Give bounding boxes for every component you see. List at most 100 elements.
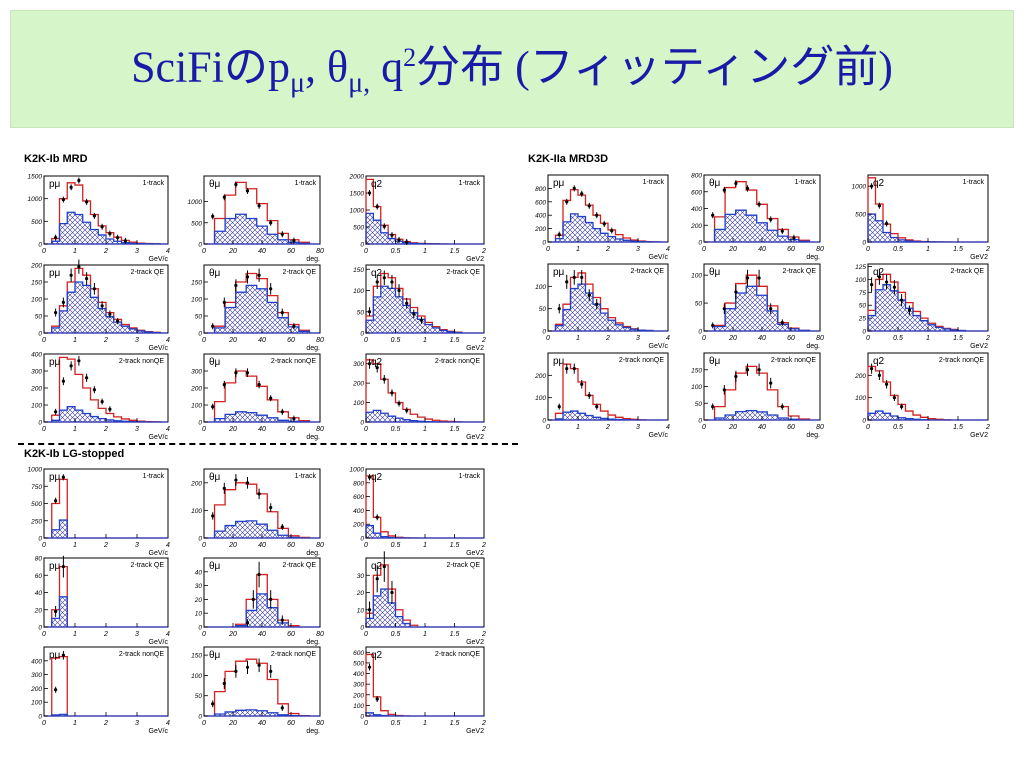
histogram-panel: 0 20 40 60 80 0 500 1000 deg. θμ 1-track xyxy=(188,175,324,263)
data-point xyxy=(757,276,761,280)
data-point xyxy=(900,405,904,409)
data-point xyxy=(877,275,882,279)
y-tick-label: 100 xyxy=(31,403,42,410)
x-tick-label: 2 xyxy=(103,426,108,433)
y-tick-label: 100 xyxy=(691,273,702,280)
data-point xyxy=(734,181,738,185)
y-tick-label: 300 xyxy=(191,369,202,376)
sample-tag: 2-track QE xyxy=(447,269,481,276)
x-tick-label: 40 xyxy=(258,426,266,433)
y-tick-label: 500 xyxy=(191,220,202,227)
y-tick-label: 125 xyxy=(855,264,866,271)
x-axis-label: GeV/c xyxy=(149,256,169,263)
data-point xyxy=(375,205,379,209)
data-point xyxy=(269,506,273,510)
x-tick-label: 60 xyxy=(287,720,295,727)
x-tick-label: 4 xyxy=(166,248,170,255)
x-tick-label: 0 xyxy=(42,248,46,255)
data-point xyxy=(610,229,614,233)
plot-frame xyxy=(43,646,169,717)
y-tick-label: 50 xyxy=(357,309,365,316)
y-tick-label: 0 xyxy=(198,331,202,338)
x-tick-label: 2 xyxy=(605,424,610,431)
histogram-panel: 0 20 40 60 80 0 50 100 150 deg. θμ 2-track QE xyxy=(191,264,324,352)
sample-tag: 1-track xyxy=(643,179,665,186)
sample-tag: 2-track QE xyxy=(951,268,985,275)
data-point xyxy=(565,200,569,204)
y-tick-label: 10 xyxy=(357,607,365,614)
data-point xyxy=(251,597,255,602)
x-axis-label: GeV/c xyxy=(149,345,169,352)
x-tick-label: 60 xyxy=(287,337,295,344)
y-tick-label: 60 xyxy=(35,573,43,580)
y-tick-label: 75 xyxy=(859,290,867,297)
x-tick-label: 0 xyxy=(866,246,870,253)
mc-qe-histogram xyxy=(365,588,484,628)
x-tick-label: 0 xyxy=(364,720,368,727)
x-tick-label: 80 xyxy=(816,246,824,253)
data-point xyxy=(222,681,226,686)
y-tick-label: 100 xyxy=(855,395,866,402)
data-point xyxy=(595,213,599,217)
sample-tag: 1-track xyxy=(295,180,317,187)
x-tick-label: 0 xyxy=(202,542,206,549)
y-tick-label: 0 xyxy=(542,329,546,336)
x-tick-label: 0 xyxy=(202,426,206,433)
x-tick-label: 1.5 xyxy=(450,248,460,255)
histogram-panel: 0 1 2 3 4 0 50 100 GeV/c pμ 2-track QE xyxy=(535,263,670,350)
x-tick-label: 2 xyxy=(481,631,486,638)
y-tick-label: 400 xyxy=(353,508,364,515)
data-point xyxy=(61,197,65,202)
histogram-panel: 0 0.5 1 1.5 2 0 500 1000 GeV2 q2 1-track xyxy=(852,174,990,261)
data-point xyxy=(116,236,120,240)
x-axis-label: GeV2 xyxy=(466,728,484,735)
histogram-panel: 0 0.5 1 1.5 2 0 50 100 150 GeV2 q2 2-track QE xyxy=(353,264,486,352)
y-tick-label: 150 xyxy=(353,267,364,274)
y-tick-label: 0 xyxy=(198,242,202,249)
y-tick-label: 200 xyxy=(30,686,42,693)
data-point xyxy=(382,565,386,569)
mc-total-histogram xyxy=(204,370,320,423)
x-tick-label: 0 xyxy=(364,426,368,433)
x-tick-label: 1 xyxy=(73,542,77,549)
y-tick-label: 1000 xyxy=(350,467,365,474)
y-tick-label: 0 xyxy=(38,625,42,632)
y-tick-label: 1500 xyxy=(28,174,43,181)
data-point xyxy=(572,275,576,279)
x-axis-label: deg. xyxy=(306,728,320,735)
mc-qe-histogram xyxy=(867,283,988,332)
y-tick-label: 0 xyxy=(360,242,364,249)
x-tick-label: 20 xyxy=(228,337,237,344)
y-tick-label: 20 xyxy=(34,607,43,614)
x-axis-label: GeV/c xyxy=(649,432,669,439)
x-tick-label: 0 xyxy=(546,246,550,253)
y-tick-label: 600 xyxy=(353,650,364,657)
x-tick-label: 0 xyxy=(364,631,368,638)
mc-total-histogram xyxy=(204,181,320,245)
x-axis-label: GeV/c xyxy=(149,550,169,557)
x-tick-label: 0 xyxy=(546,424,550,431)
x-tick-label: 2 xyxy=(103,631,108,638)
x-tick-label: 1 xyxy=(576,246,580,253)
data-point xyxy=(234,669,238,673)
data-point xyxy=(92,388,96,392)
sample-tag: 2-track nonQE xyxy=(119,358,164,365)
y-tick-label: 1000 xyxy=(28,467,43,474)
data-point xyxy=(745,276,750,280)
x-axis-label: deg. xyxy=(306,256,320,263)
y-tick-label: 300 xyxy=(31,672,42,679)
x-tick-label: 4 xyxy=(166,337,170,344)
variable-label: θμ xyxy=(209,650,221,661)
data-point xyxy=(769,307,773,311)
x-tick-label: 3 xyxy=(135,248,139,255)
data-point xyxy=(877,204,882,208)
y-tick-label: 1000 xyxy=(28,196,43,203)
y-tick-label: 100 xyxy=(535,395,546,402)
data-point xyxy=(885,280,889,284)
plot-frame xyxy=(365,468,485,539)
data-point xyxy=(792,236,796,240)
data-point xyxy=(722,307,726,311)
data-point xyxy=(257,492,261,496)
x-axis-label: GeV2 xyxy=(466,256,484,263)
data-point xyxy=(245,621,250,625)
